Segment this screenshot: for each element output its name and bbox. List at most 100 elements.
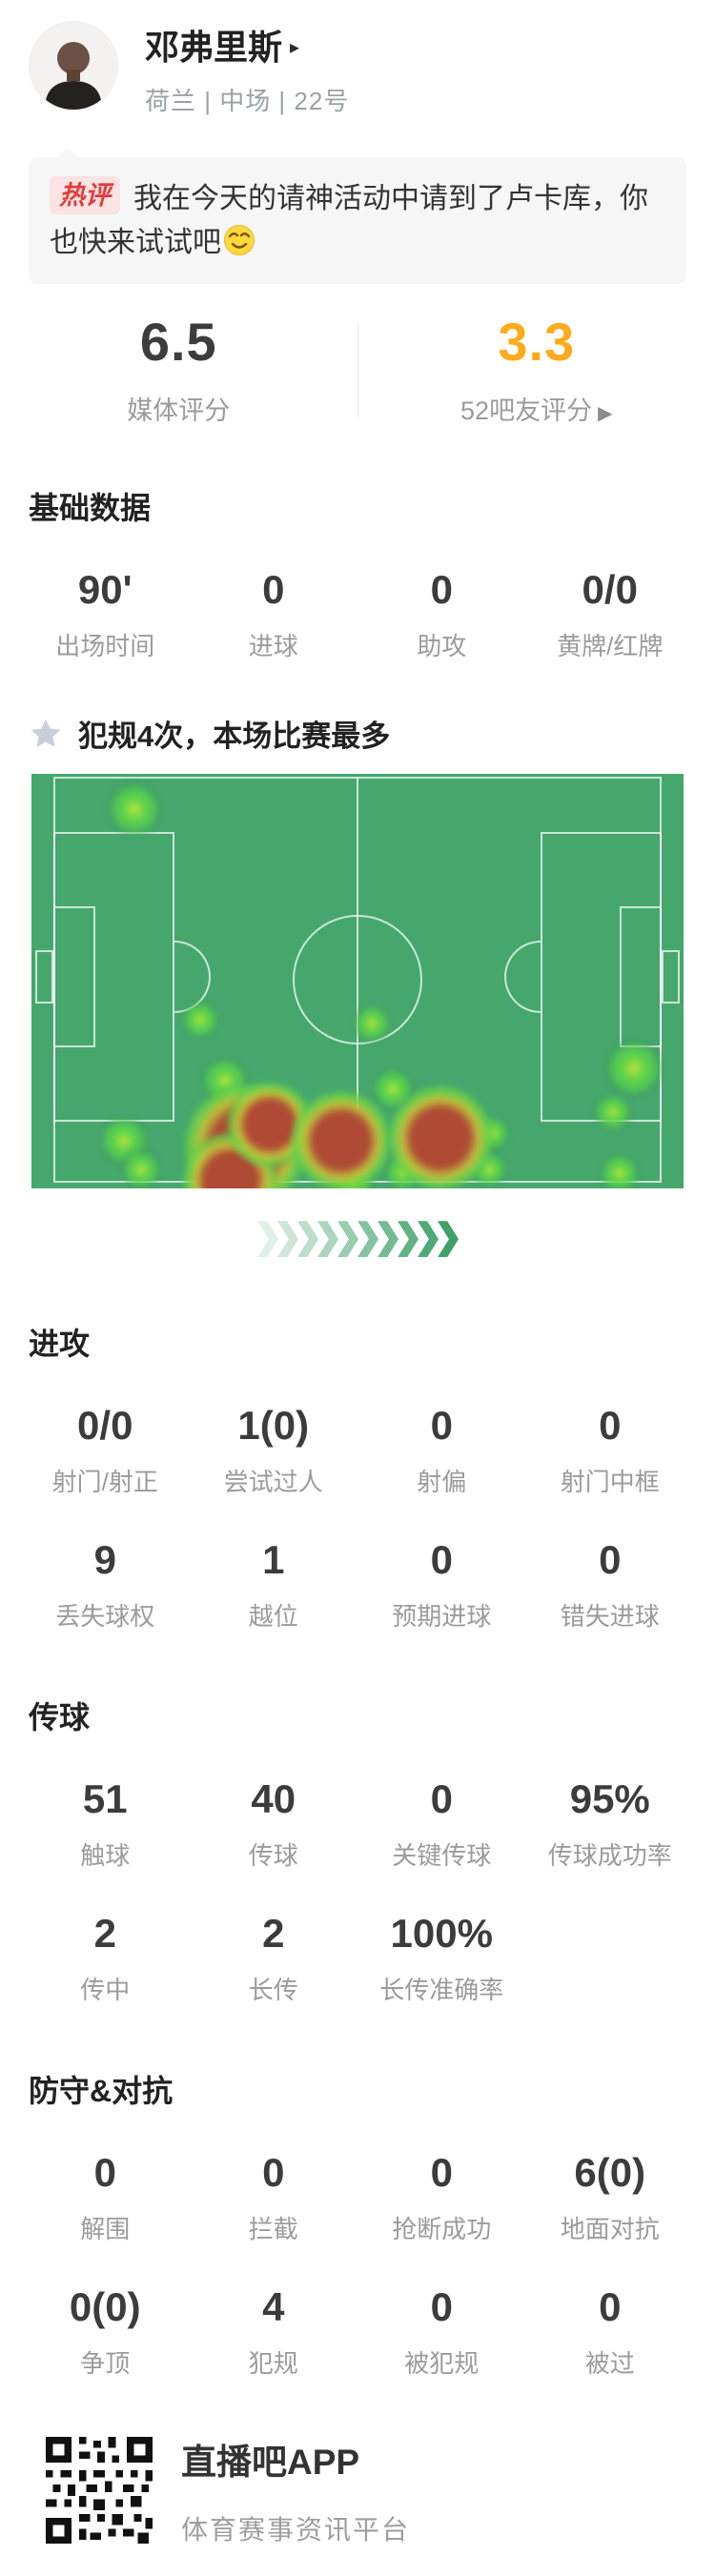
stat-label: 射门中框 — [526, 1463, 695, 1498]
stat-label: 被犯规 — [358, 2344, 526, 2380]
stat-label: 黄牌/红牌 — [526, 627, 695, 662]
chevron-icon — [398, 1221, 419, 1257]
stat-label: 拦截 — [190, 2210, 358, 2245]
stat-label: 预期进球 — [358, 1597, 526, 1633]
stat-cell: 2 长传 — [190, 1914, 358, 2006]
stat-cell: 0 被犯规 — [358, 2287, 526, 2380]
stat-label: 长传准确率 — [358, 1971, 526, 2006]
stat-label: 传球成功率 — [526, 1836, 695, 1872]
stat-value: 0 — [358, 1779, 526, 1819]
heat-spot-green — [353, 1004, 391, 1043]
section-title: 基础数据 — [29, 484, 686, 528]
footer-info: 直播吧APP 体育赛事资讯平台 — [181, 2433, 410, 2547]
stat-value: 2 — [190, 1914, 358, 1954]
stat-cell: 0/0 黄牌/红牌 — [526, 570, 695, 662]
stat-value: 0 — [358, 2287, 526, 2327]
player-header: 邓弗里斯 ▸ 荷兰 | 中场 | 22号 — [0, 0, 715, 117]
stat-label: 犯规 — [190, 2344, 358, 2380]
stat-value: 0/0 — [21, 1406, 190, 1446]
stat-value: 0 — [190, 570, 358, 610]
chevron-right-flow-icon — [0, 1219, 715, 1259]
section-title: 传球 — [29, 1694, 686, 1737]
stat-label: 助攻 — [358, 627, 526, 662]
stat-value: 1(0) — [190, 1406, 358, 1446]
stat-cell: 0(0) 争顶 — [21, 2287, 190, 2380]
chevron-icon — [438, 1221, 459, 1257]
stat-label: 触球 — [21, 1836, 190, 1872]
footer-tagline: 体育赛事资讯平台 — [181, 2509, 410, 2547]
fans-rating[interactable]: 3.3 52吧友评分▶ — [358, 313, 715, 428]
stat-value: 0(0) — [21, 2287, 190, 2327]
qr-code-icon — [46, 2437, 153, 2544]
highlight-note: 犯规4次，本场比赛最多 — [29, 712, 686, 755]
stat-cell: 2 传中 — [21, 1914, 190, 2006]
stat-value: 0 — [526, 1540, 695, 1580]
stat-label: 丢失球权 — [21, 1597, 190, 1633]
heat-spot-red — [291, 1091, 391, 1189]
stat-label: 关键传球 — [358, 1836, 526, 1872]
heat-spot-green — [600, 1153, 640, 1188]
stat-value: 0 — [358, 570, 526, 610]
stat-value: 0 — [190, 2153, 358, 2193]
stat-label: 长传 — [190, 1971, 358, 2006]
stat-cell: 0 助攻 — [358, 570, 526, 662]
app-footer: 直播吧APP 体育赛事资讯平台 — [46, 2433, 715, 2576]
stat-cell: 40 传球 — [190, 1779, 358, 1872]
player-name-row[interactable]: 邓弗里斯 ▸ — [145, 29, 349, 67]
section-title: 进攻 — [29, 1320, 686, 1364]
stat-value: 90' — [21, 570, 190, 610]
heat-spot-green — [181, 1001, 219, 1039]
fans-rating-label: 52吧友评分▶ — [358, 390, 715, 427]
stat-label: 争顶 — [21, 2344, 190, 2380]
stat-cell: 9 丢失球权 — [21, 1540, 190, 1633]
stat-label: 地面对抗 — [526, 2210, 695, 2245]
media-rating: 6.5 媒体评分 — [0, 313, 358, 428]
stat-cell: 90'出场时间 — [21, 570, 190, 662]
stat-cell: 6(0)地面对抗 — [526, 2153, 695, 2245]
stat-value: 40 — [190, 1779, 358, 1819]
stat-label: 传中 — [21, 1971, 190, 2006]
heat-spot-green — [107, 781, 162, 837]
stat-cell: 0 抢断成功 — [358, 2153, 526, 2245]
stat-value: 1 — [190, 1540, 358, 1580]
goal-right — [662, 950, 680, 1004]
heat-spot-red — [388, 1085, 493, 1188]
hot-comment-banner[interactable]: 热评我在今天的请神活动中请到了卢卡库，你也快来试试吧 — [29, 157, 686, 284]
stat-value: 9 — [21, 1540, 190, 1580]
stat-value: 0 — [358, 2153, 526, 2193]
chevron-icon — [418, 1221, 439, 1257]
heat-spot-green — [121, 1149, 161, 1188]
chevron-icon — [358, 1221, 378, 1257]
star-icon — [29, 717, 63, 751]
media-rating-label: 媒体评分 — [0, 390, 358, 427]
heatmap-pitch — [31, 774, 684, 1188]
stat-value: 0/0 — [526, 570, 695, 610]
stat-value: 0 — [358, 1540, 526, 1580]
stat-label: 传球 — [190, 1836, 358, 1872]
stat-value: 95% — [526, 1779, 695, 1819]
stat-label: 射门/射正 — [21, 1463, 190, 1498]
goal-area-left — [53, 906, 95, 1047]
fans-rating-value: 3.3 — [358, 313, 715, 372]
chevron-icon — [277, 1221, 298, 1257]
stat-label: 抢断成功 — [358, 2210, 526, 2245]
stat-value: 0 — [526, 2287, 695, 2327]
stat-value: 2 — [21, 1914, 190, 1954]
chevron-icon — [257, 1221, 278, 1257]
stat-value: 51 — [21, 1779, 190, 1819]
stat-value: 0 — [358, 1406, 526, 1446]
player-subtitle: 荷兰 | 中场 | 22号 — [145, 82, 349, 117]
goal-area-right — [620, 906, 662, 1047]
player-avatar — [29, 21, 118, 111]
media-rating-value: 6.5 — [0, 313, 358, 372]
